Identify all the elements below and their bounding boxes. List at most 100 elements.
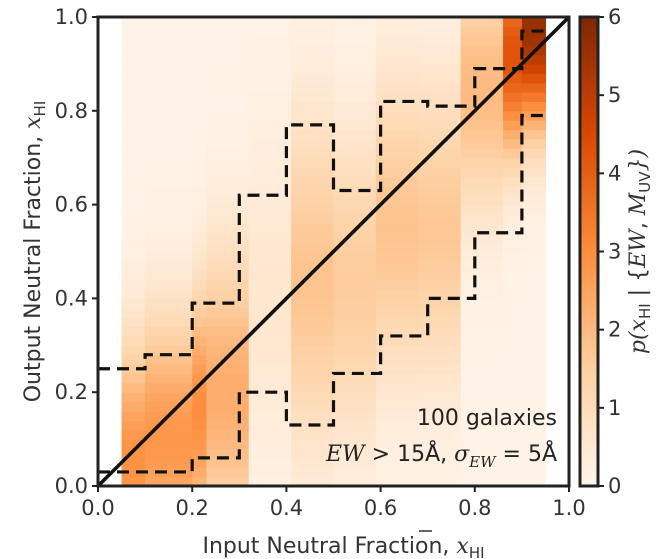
heatmap-cell <box>375 101 419 112</box>
heatmap-cell <box>503 138 523 149</box>
heatmap-cell <box>206 148 250 159</box>
heatmap-cell <box>192 307 207 318</box>
heatmap-cell <box>375 204 419 215</box>
y-axis-label-symbol: x <box>21 116 46 129</box>
y-axis-label-subscript: HI <box>31 101 49 117</box>
heatmap-cell <box>248 242 292 253</box>
heatmap-cell <box>206 63 250 74</box>
heatmap-cell <box>192 63 207 74</box>
heatmap-cell <box>192 439 207 450</box>
heatmap-cell <box>145 232 193 243</box>
heatmap-cell <box>248 129 292 140</box>
heatmap-cell <box>460 54 504 65</box>
heatmap-cell <box>291 410 335 421</box>
heatmap-cell <box>291 213 335 224</box>
heatmap-cell <box>503 439 523 450</box>
heatmap-cell <box>206 251 250 262</box>
heatmap-cell <box>145 298 193 309</box>
heatmap-cell <box>145 317 193 328</box>
heatmap-cell <box>333 129 377 140</box>
heatmap-cell <box>333 17 377 27</box>
heatmap-cell <box>121 457 146 468</box>
heatmap-cell <box>206 129 250 140</box>
heatmap-cell <box>145 345 193 356</box>
heatmap-cell <box>460 167 504 178</box>
heatmap-cell <box>333 185 377 196</box>
heatmap-cell <box>375 392 419 403</box>
heatmap-cell <box>503 420 523 431</box>
heatmap-cell <box>192 373 207 384</box>
heatmap-cell <box>121 289 146 299</box>
heatmap-cell <box>192 345 207 356</box>
heatmap-cell <box>418 157 462 168</box>
heatmap-cell <box>192 92 207 103</box>
heatmap-cell <box>521 54 547 65</box>
heatmap-cell <box>333 251 377 262</box>
heatmap-cell <box>248 120 292 131</box>
heatmap-cell <box>121 476 146 487</box>
heatmap-cell <box>145 195 193 206</box>
heatmap-cell <box>333 448 377 459</box>
x-axis-label-text: Input Neutral Fraction, <box>202 534 456 559</box>
heatmap-cell <box>333 298 377 309</box>
heatmap-cell <box>291 63 335 74</box>
x-tick-label: 0.0 <box>81 496 114 520</box>
heatmap-cell <box>206 326 250 337</box>
heatmap-cell <box>145 35 193 46</box>
heatmap-cell <box>145 260 193 271</box>
heatmap-cell <box>121 35 146 46</box>
heatmap-cell <box>248 354 292 365</box>
heatmap-cell <box>192 251 207 262</box>
heatmap-cell <box>145 110 193 121</box>
heatmap-cell <box>521 73 547 84</box>
heatmap-cell <box>291 223 335 234</box>
heatmap-cell <box>460 317 504 328</box>
heatmap-cell <box>333 167 377 178</box>
heatmap-cell <box>418 345 462 356</box>
heatmap-cell <box>460 110 504 121</box>
x-tick-label: 0.4 <box>270 496 303 520</box>
heatmap-cell <box>121 307 146 318</box>
heatmap-cell <box>460 242 504 253</box>
colorbar-label-suffix: }) <box>626 149 651 172</box>
heatmap-cell <box>521 410 547 421</box>
heatmap-cell <box>192 129 207 140</box>
heatmap-cell <box>503 298 523 309</box>
heatmap-cell <box>375 110 419 121</box>
heatmap-cell <box>145 120 193 131</box>
heatmap-cell <box>291 138 335 149</box>
heatmap-cell <box>503 148 523 159</box>
heatmap-cell <box>460 364 504 375</box>
heatmap-cell <box>291 401 335 412</box>
colorbar-label-msub: UV <box>636 171 654 193</box>
heatmap-cell <box>192 289 207 299</box>
heatmap-cell <box>291 148 335 159</box>
heatmap-cell <box>291 392 335 403</box>
heatmap-cell <box>291 129 335 140</box>
heatmap-cell <box>460 326 504 337</box>
heatmap-cell <box>206 420 250 431</box>
heatmap-cell <box>206 138 250 149</box>
x-tick-label: 0.6 <box>364 496 397 520</box>
heatmap-cell <box>192 35 207 46</box>
heatmap-cell <box>291 92 335 103</box>
heatmap-cell <box>206 373 250 384</box>
heatmap-cell <box>145 223 193 234</box>
heatmap-cell <box>248 467 292 478</box>
heatmap-cell <box>192 73 207 84</box>
heatmap-cell <box>206 457 250 468</box>
heatmap-cell <box>248 138 292 149</box>
heatmap-cell <box>375 448 419 459</box>
heatmap-cell <box>291 298 335 309</box>
heatmap-cell <box>121 345 146 356</box>
heatmap-cell <box>206 110 250 121</box>
heatmap-cell <box>192 110 207 121</box>
heatmap-cell <box>248 298 292 309</box>
heatmap-cell <box>333 82 377 93</box>
heatmap-cell <box>248 279 292 290</box>
heatmap-cell <box>418 260 462 271</box>
heatmap-cell <box>375 382 419 393</box>
heatmap-cell <box>503 251 523 262</box>
heatmap-cell <box>418 26 462 37</box>
heatmap-cell <box>521 185 547 196</box>
